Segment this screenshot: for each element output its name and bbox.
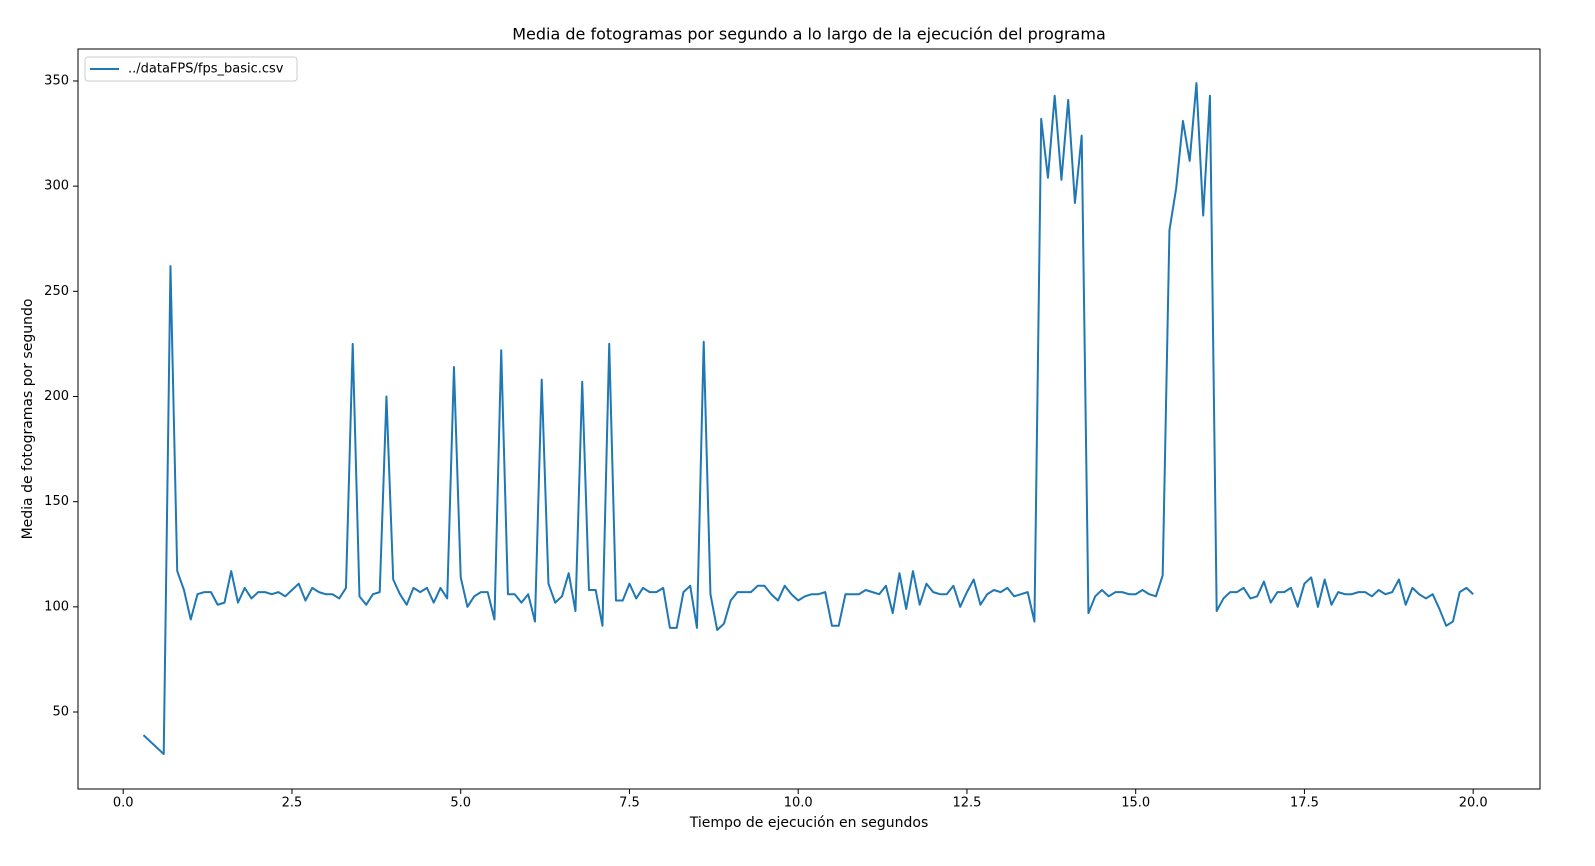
x-tick-label: 15.0 <box>1121 796 1150 811</box>
chart-title: Media de fotogramas por segundo a lo lar… <box>512 25 1106 44</box>
legend-box <box>84 56 298 82</box>
x-tick-label: 2.5 <box>282 796 303 811</box>
y-tick-label: 50 <box>52 705 69 720</box>
x-tick-label: 20.0 <box>1459 796 1488 811</box>
y-tick-label: 300 <box>44 179 69 194</box>
x-tick-label: 10.0 <box>784 796 813 811</box>
x-tick-label: 12.5 <box>952 796 981 811</box>
plot-frame <box>77 48 1541 790</box>
y-axis-label: Media de fotogramas por segundo <box>20 299 36 540</box>
data-line <box>142 82 1474 756</box>
x-tick-label: 5.0 <box>450 796 471 811</box>
y-tick-label: 350 <box>44 73 69 88</box>
x-axis-label: Tiempo de ejecución en segundos <box>689 815 929 831</box>
y-tick-label: 250 <box>44 284 69 299</box>
x-tick-label: 17.5 <box>1290 796 1319 811</box>
legend-label: ../dataFPS/fps_basic.csv <box>128 62 284 77</box>
x-tick-label: 0.0 <box>113 796 134 811</box>
y-tick-label: 200 <box>44 389 69 404</box>
x-tick-label: 7.5 <box>619 796 640 811</box>
y-tick-label: 150 <box>44 494 69 509</box>
y-tick-label: 100 <box>44 599 69 614</box>
